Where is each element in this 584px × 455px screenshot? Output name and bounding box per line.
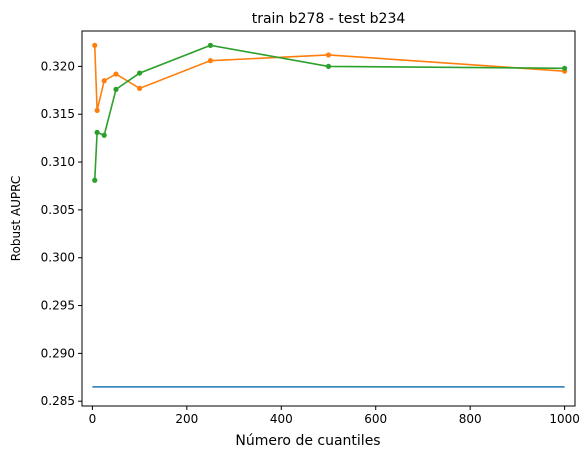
x-tick-label: 1000 <box>549 412 580 426</box>
x-tick-label: 800 <box>459 412 482 426</box>
series-3-point <box>137 70 143 76</box>
x-tick-label: 200 <box>175 412 198 426</box>
series-3-point <box>92 177 98 183</box>
series-2-point <box>325 52 332 58</box>
x-axis-label: Número de cuantiles <box>235 433 380 449</box>
series-layer <box>92 42 568 388</box>
x-tick-label: 600 <box>364 412 387 426</box>
series-3-point <box>101 132 107 138</box>
series-3-point <box>207 42 214 48</box>
series-3-point <box>113 86 119 92</box>
series-3 <box>92 42 568 183</box>
y-tick-label: 0.305 <box>41 203 75 217</box>
y-axis-label: Robust AUPRC <box>9 176 23 261</box>
series-2-point <box>92 42 98 48</box>
x-axis: 0 200 400 600 800 1000 <box>89 406 580 426</box>
y-tick-label: 0.320 <box>41 59 75 73</box>
y-tick-label: 0.290 <box>41 346 75 360</box>
y-tick-label: 0.295 <box>41 299 75 313</box>
series-3-point <box>94 129 100 135</box>
series-3-point <box>562 65 568 71</box>
plot-frame <box>81 30 576 407</box>
series-2-point <box>113 71 119 77</box>
x-tick-label: 400 <box>270 412 293 426</box>
y-axis: 0.285 0.290 0.295 0.300 0.305 0.310 0.315 0.320 <box>41 59 82 408</box>
series-2-point <box>137 85 143 91</box>
y-tick-label: 0.315 <box>41 107 75 121</box>
x-tick-label: 0 <box>89 412 97 426</box>
series-2-point <box>207 58 214 64</box>
chart-title: train b278 - test b234 <box>252 11 406 27</box>
plot-area <box>82 31 575 406</box>
y-tick-label: 0.300 <box>41 251 75 265</box>
series-2-point <box>94 107 100 113</box>
y-tick-label: 0.310 <box>41 155 75 169</box>
series-2-point <box>101 78 107 84</box>
y-tick-label: 0.285 <box>41 394 75 408</box>
series-3-point <box>325 63 332 69</box>
